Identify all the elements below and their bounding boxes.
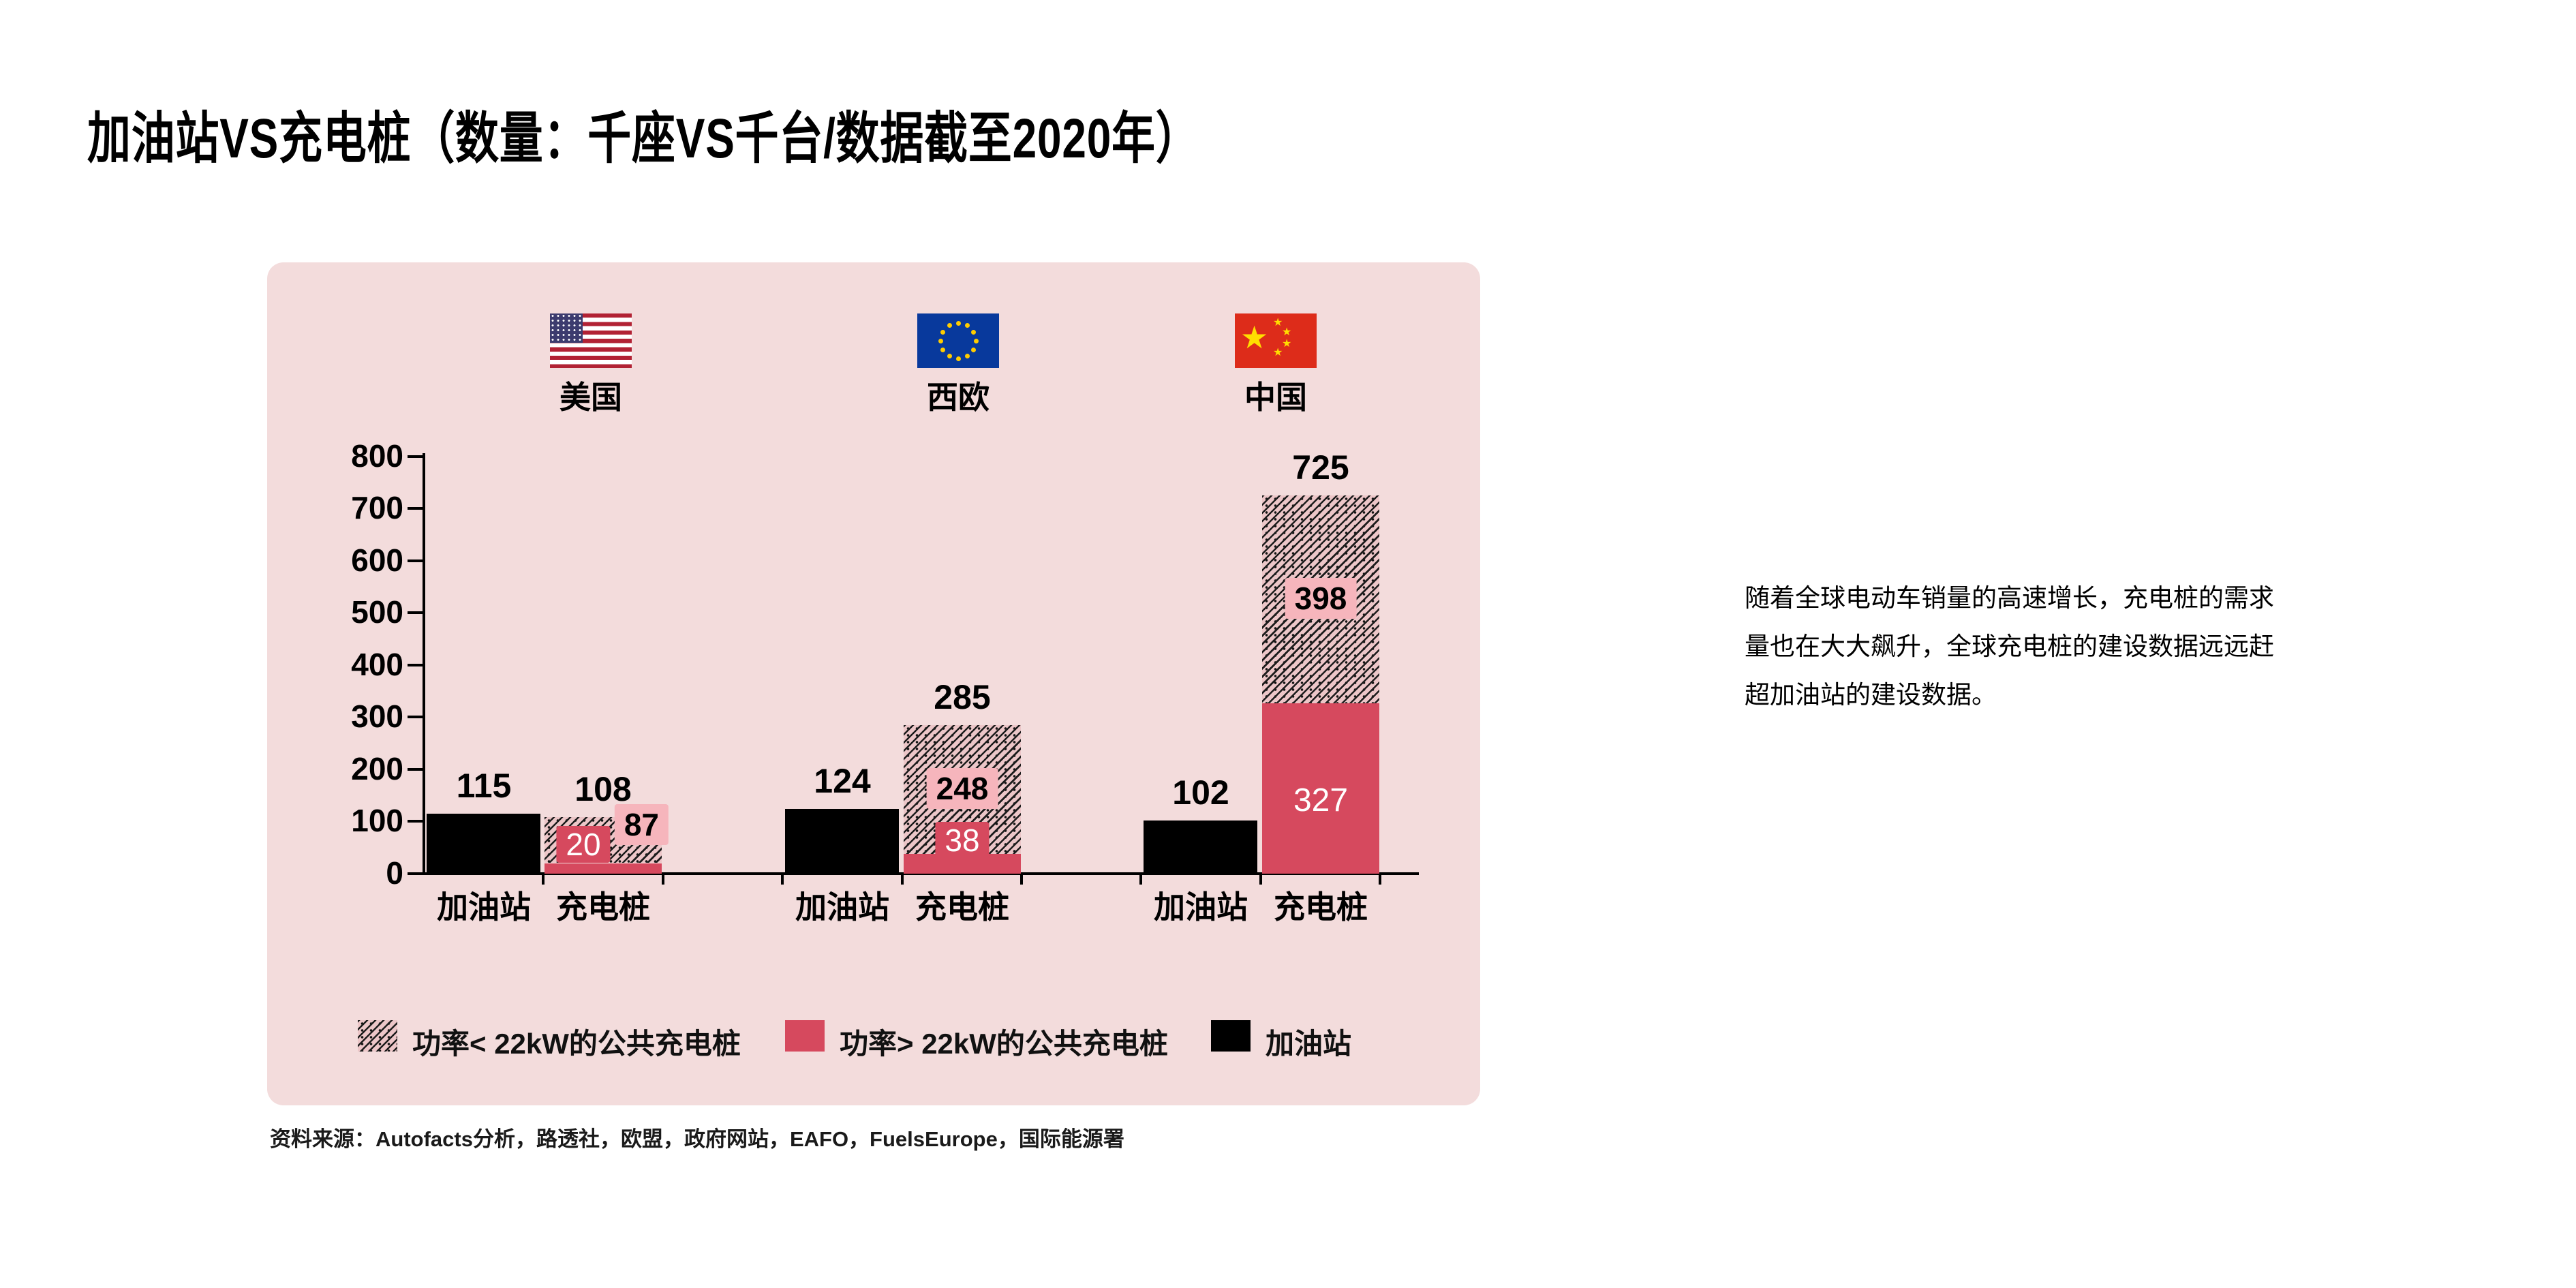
flag-cn-icon: ★ ★ ★ ★ ★ bbox=[1235, 313, 1317, 368]
source-note: 资料来源：Autofacts分析，路透社，欧盟，政府网站，EAFO，FuelsE… bbox=[270, 1127, 1124, 1151]
y-axis-tick-label: 200 bbox=[351, 751, 403, 786]
eu-star bbox=[964, 354, 970, 359]
eu-star bbox=[964, 322, 970, 328]
x-axis-tick bbox=[1139, 874, 1142, 885]
segment-label-over22kw: 38 bbox=[935, 822, 990, 859]
category-label-gas: 加油站 bbox=[1154, 889, 1248, 925]
x-axis-tick bbox=[901, 874, 904, 885]
segment-label-under22kw: 398 bbox=[1285, 578, 1357, 619]
y-axis-line bbox=[423, 453, 425, 875]
y-axis-tick-label: 700 bbox=[351, 490, 403, 525]
commentary-line: 量也在大大飙升，全球充电桩的建设数据远远赶 bbox=[1745, 632, 2274, 660]
y-axis-tick-label: 400 bbox=[351, 647, 403, 682]
y-axis-tick bbox=[408, 664, 424, 666]
value-label-charging-total: 725 bbox=[1292, 448, 1349, 487]
eu-star bbox=[955, 320, 961, 326]
x-axis-line bbox=[423, 872, 1419, 875]
value-label-gas: 124 bbox=[814, 762, 871, 800]
commentary-line: 随着全球电动车销量的高速增长，充电桩的需求 bbox=[1745, 584, 2274, 612]
x-axis-tick bbox=[662, 874, 664, 885]
flag-us-icon bbox=[550, 313, 632, 368]
cn-star: ★ bbox=[1282, 338, 1292, 350]
region-label: 中国 bbox=[1244, 380, 1307, 415]
bar-gas-station bbox=[785, 809, 899, 874]
y-axis-tick bbox=[408, 716, 424, 718]
y-axis-tick bbox=[408, 455, 424, 458]
chart-panel: 0 100 200 300 400 500 600 700 800 美国 115 加油站 108 充电桩 8… bbox=[267, 262, 1480, 1105]
y-axis-tick-label: 800 bbox=[351, 438, 403, 474]
region-label: 美国 bbox=[559, 380, 622, 415]
y-axis-tick bbox=[408, 820, 424, 823]
legend-swatch-crimson bbox=[785, 1020, 825, 1052]
legend-swatch-black bbox=[1211, 1020, 1251, 1052]
value-label-gas: 115 bbox=[456, 767, 512, 805]
bar-charging-over22kw bbox=[545, 863, 662, 874]
legend-swatch-hatched bbox=[358, 1020, 397, 1052]
cn-star: ★ bbox=[1273, 347, 1283, 358]
page-title: 加油站VS充电桩（数量：千座VS千台/数据截至2020年） bbox=[87, 108, 1200, 170]
eu-star bbox=[940, 347, 945, 352]
eu-star bbox=[955, 356, 961, 361]
category-label-charging: 充电桩 bbox=[1274, 889, 1368, 925]
cn-star: ★ bbox=[1240, 320, 1269, 355]
y-axis-tick bbox=[408, 507, 424, 510]
eu-star bbox=[971, 347, 977, 352]
us-canton bbox=[550, 313, 583, 343]
category-label-gas: 加油站 bbox=[795, 889, 889, 925]
commentary-block: 随着全球电动车销量的高速增长，充电桩的需求 量也在大大飙升，全球充电桩的建设数据… bbox=[1745, 574, 2274, 719]
y-axis-tick-label: 600 bbox=[351, 542, 403, 578]
eu-star bbox=[947, 354, 952, 359]
value-label-charging-total: 108 bbox=[574, 770, 632, 808]
y-axis-tick bbox=[408, 611, 424, 614]
category-label-charging: 充电桩 bbox=[556, 889, 650, 925]
value-label-gas: 102 bbox=[1172, 773, 1229, 812]
eu-star bbox=[973, 338, 979, 343]
legend-label: 功率> 22kW的公共充电桩 bbox=[840, 1028, 1168, 1060]
y-axis-tick-label: 0 bbox=[386, 855, 403, 891]
x-axis-tick bbox=[1259, 874, 1262, 885]
segment-label-over22kw: 20 bbox=[556, 826, 611, 863]
segment-label-under22kw: 248 bbox=[926, 768, 998, 809]
x-axis-tick bbox=[781, 874, 784, 885]
eu-star bbox=[940, 329, 945, 335]
y-axis-tick-label: 100 bbox=[351, 803, 403, 838]
bar-gas-station bbox=[1144, 821, 1257, 874]
flag-eu-icon bbox=[917, 313, 999, 368]
x-axis-tick bbox=[1020, 874, 1023, 885]
legend-label: 加油站 bbox=[1266, 1028, 1352, 1060]
x-axis-tick bbox=[542, 874, 545, 885]
segment-label-over22kw: 327 bbox=[1293, 782, 1349, 818]
category-label-gas: 加油站 bbox=[437, 889, 531, 925]
y-axis-tick-label: 300 bbox=[351, 699, 403, 734]
bar-charging-over22kw bbox=[1262, 703, 1379, 874]
category-label-charging: 充电桩 bbox=[915, 889, 1009, 925]
value-label-charging-total: 285 bbox=[934, 678, 991, 716]
eu-star bbox=[971, 329, 977, 335]
y-axis-tick-label: 500 bbox=[351, 594, 403, 630]
eu-star bbox=[947, 322, 952, 328]
legend-label: 功率< 22kW的公共充电桩 bbox=[412, 1028, 741, 1060]
commentary-line: 超加油站的建设数据。 bbox=[1745, 681, 1997, 709]
y-axis-tick bbox=[408, 872, 424, 875]
cn-star: ★ bbox=[1273, 317, 1283, 328]
cn-star: ★ bbox=[1282, 326, 1292, 338]
bar-gas-station bbox=[427, 814, 540, 874]
segment-label-under22kw: 87 bbox=[614, 804, 669, 845]
x-axis-tick bbox=[1379, 874, 1381, 885]
region-label: 西欧 bbox=[927, 380, 990, 415]
y-axis-tick bbox=[408, 559, 424, 562]
y-axis-tick bbox=[408, 768, 424, 771]
eu-star bbox=[938, 338, 943, 343]
